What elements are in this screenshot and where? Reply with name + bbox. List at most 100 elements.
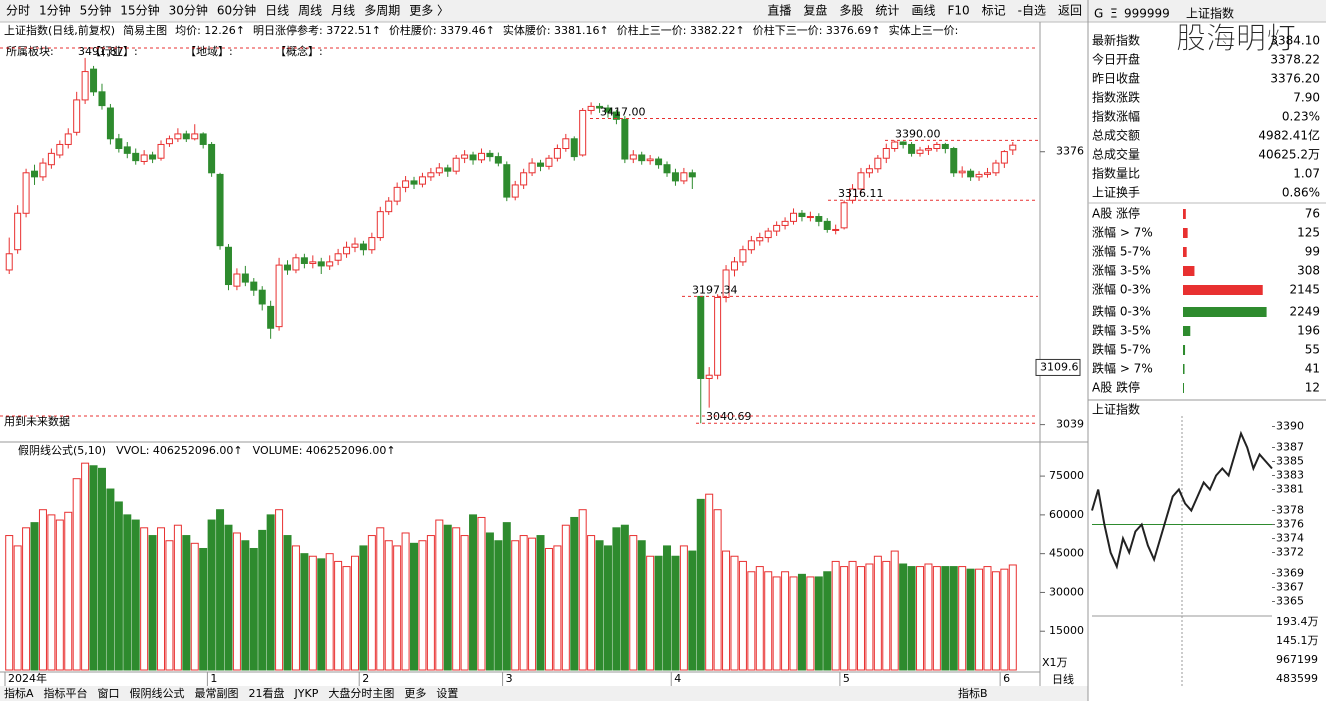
volume-bar	[823, 571, 832, 671]
breadth-label: 跌幅 > 7%	[1092, 361, 1153, 376]
bottom-tab[interactable]: JYKP	[294, 687, 319, 700]
volume-bar	[342, 566, 351, 671]
toolbar-tab[interactable]: 日线	[265, 4, 289, 18]
toolbar-button[interactable]: -自选	[1018, 4, 1046, 18]
volume-bar	[865, 563, 874, 671]
code: 999999	[1124, 7, 1170, 21]
volume-bar	[637, 540, 646, 671]
breadth-label: 涨幅 5-7%	[1092, 244, 1151, 259]
candle-body	[368, 237, 376, 251]
candle-body	[503, 164, 511, 198]
candle-body	[22, 172, 30, 214]
candle-body	[823, 220, 831, 230]
candle-body	[604, 107, 612, 113]
volume-bar	[300, 553, 309, 671]
breadth-value: 76	[1305, 207, 1320, 221]
breadth-label: 涨幅 0-3%	[1092, 282, 1151, 297]
toolbar-tab[interactable]: 60分钟	[217, 3, 256, 18]
bottom-tab[interactable]: 21看盘	[249, 686, 285, 700]
volume-bar	[511, 540, 520, 671]
toolbar-tab[interactable]: 更多 〉	[409, 4, 449, 18]
breadth-bar	[1183, 266, 1195, 276]
sector-label: 【概念】:	[275, 44, 323, 58]
bottom-tab[interactable]: 指标A	[4, 686, 34, 700]
bottom-tab[interactable]: 指标平台	[44, 686, 88, 700]
volume-bar	[856, 566, 865, 671]
candle-body	[258, 289, 266, 305]
candle-body	[941, 143, 949, 150]
volume-bar	[890, 550, 899, 671]
candle-body	[520, 172, 528, 186]
volume-bar	[13, 545, 22, 671]
volume-y-tick-label: 30000	[1049, 585, 1084, 598]
toolbar-button[interactable]: 统计	[875, 4, 899, 18]
toolbar-button[interactable]: 复盘	[803, 3, 827, 18]
bottom-tab[interactable]: 窗口	[98, 686, 120, 700]
bottom-tab[interactable]: 假阴线公式	[130, 686, 185, 700]
breadth-value: 41	[1305, 362, 1320, 376]
volume-bar	[713, 509, 722, 671]
candle-body	[241, 273, 249, 283]
toolbar-tab[interactable]: 15分钟	[120, 3, 159, 18]
toolbar-tab[interactable]: 周线	[298, 4, 322, 18]
toolbar-tab[interactable]: 30分钟	[169, 3, 208, 18]
candle-body	[444, 167, 452, 172]
volume-bar	[182, 535, 191, 671]
toolbar-tab[interactable]: 月线	[331, 4, 355, 18]
volume-bar	[232, 532, 241, 671]
stat-label: 总成交额	[1092, 128, 1140, 143]
candle-body	[587, 105, 595, 111]
volume-bar	[452, 527, 461, 671]
candle-body	[31, 170, 39, 178]
toolbar-tab[interactable]: 分时	[6, 4, 30, 18]
candle-body	[638, 154, 646, 162]
breadth-value: 2145	[1289, 283, 1320, 297]
candle-body	[351, 243, 359, 248]
info-item: 简易主图	[123, 23, 167, 37]
toolbar-tab[interactable]: 5分钟	[80, 3, 112, 18]
breadth-bar	[1183, 209, 1186, 219]
bottom-tab[interactable]: 设置	[436, 687, 458, 700]
breadth-value: 308	[1297, 264, 1320, 278]
volume-bar	[435, 519, 444, 671]
stat-label: 总成交量	[1092, 147, 1140, 162]
bottom-tab[interactable]: 大盘分时主图	[328, 686, 394, 700]
minute-y-tick-label: 3387	[1276, 441, 1304, 454]
stat-value: 7.90	[1293, 91, 1320, 105]
x-tick-label: 5	[843, 672, 850, 685]
toolbar-button[interactable]: 画线	[911, 4, 935, 18]
volume-bar	[123, 514, 132, 671]
toolbar-tab[interactable]: 多周期	[364, 4, 400, 18]
candle-body	[992, 162, 1000, 174]
toolbar-button[interactable]: F10	[947, 4, 969, 18]
volume-bar	[663, 545, 672, 671]
candle-body	[773, 224, 781, 232]
bottom-tab[interactable]: 更多	[404, 686, 426, 700]
toolbar-button[interactable]: 直播	[767, 4, 791, 18]
volume-bar	[426, 535, 435, 671]
stat-label: 指数涨幅	[1092, 109, 1140, 124]
volume-bar	[258, 529, 267, 671]
volume-bar	[418, 540, 427, 671]
candle-body	[916, 149, 924, 154]
volume-bar	[764, 571, 773, 671]
volume-y-tick-label: 45000	[1049, 547, 1084, 560]
candle-body	[64, 133, 72, 145]
toolbar-button[interactable]: 多股	[839, 4, 863, 18]
bottom-tab[interactable]: 指标B	[958, 686, 988, 700]
candle-body	[250, 281, 258, 291]
volume-bar	[140, 527, 149, 671]
volume-bar	[334, 560, 343, 671]
toolbar-tab[interactable]: 1分钟	[39, 3, 71, 18]
candle-body	[47, 152, 55, 166]
volume-bar	[359, 545, 368, 671]
toolbar-button[interactable]: 返回	[1058, 4, 1082, 18]
volume-bar	[266, 514, 275, 671]
candle-body	[284, 264, 292, 271]
cursor-box	[1035, 358, 1081, 376]
toolbar-button[interactable]: 标记	[982, 4, 1006, 18]
volume-bar	[38, 509, 47, 671]
volume-header: VVOL: 406252096.00↑	[116, 444, 243, 457]
bottom-tab[interactable]: 最常副图	[195, 687, 239, 700]
candle-body	[300, 257, 308, 264]
